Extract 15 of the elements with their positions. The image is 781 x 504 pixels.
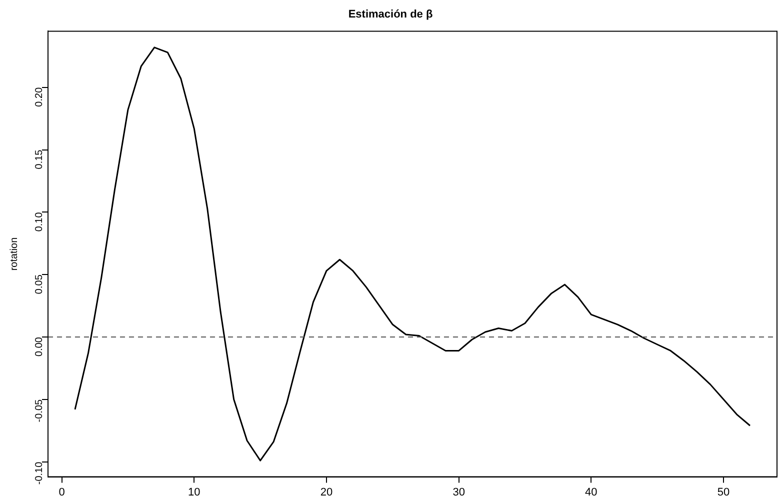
- x-tick-label: 50: [717, 486, 730, 498]
- x-tick-label: 40: [585, 486, 598, 498]
- x-tick-label: 10: [188, 486, 200, 498]
- y-tick-label: 0.10: [34, 212, 45, 232]
- y-axis-title: rotation: [8, 237, 20, 271]
- y-tick-label: 0.20: [34, 86, 45, 107]
- chart-title: Estimación de β: [348, 8, 433, 21]
- x-tick-label: 30: [452, 486, 465, 498]
- x-tick-label: 0: [58, 486, 65, 498]
- x-tick-label: 20: [320, 486, 333, 498]
- y-tick-label: 0.15: [34, 149, 45, 170]
- y-tick-label: -0.10: [34, 461, 45, 485]
- y-tick-label: 0.00: [34, 336, 45, 356]
- y-tick-label: 0.05: [34, 274, 45, 294]
- y-tick-label: -0.05: [34, 398, 45, 422]
